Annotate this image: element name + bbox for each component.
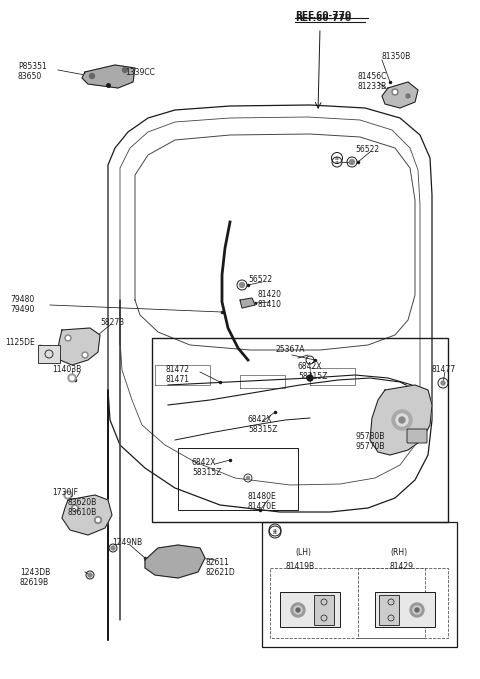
Text: 82611: 82611 [205,558,229,567]
Text: 56522: 56522 [248,275,272,284]
FancyBboxPatch shape [314,595,334,625]
Text: 81410: 81410 [258,300,282,309]
Text: 81350B: 81350B [382,52,411,61]
Text: 1249NB: 1249NB [112,538,142,547]
Text: 81233B: 81233B [358,82,387,91]
Circle shape [96,519,99,521]
Circle shape [441,381,445,385]
Circle shape [396,414,408,426]
Text: 81480E: 81480E [248,492,277,501]
Text: a: a [273,528,277,532]
Text: 58273: 58273 [100,318,124,327]
Text: 79480: 79480 [10,295,34,304]
Text: 95780B: 95780B [355,432,384,441]
Text: 82619B: 82619B [20,578,49,587]
Circle shape [410,603,424,617]
Circle shape [64,491,72,499]
Circle shape [294,606,302,614]
Circle shape [392,89,398,95]
Text: 83650: 83650 [18,72,42,81]
Text: 82621D: 82621D [205,568,235,577]
Polygon shape [382,82,418,108]
FancyBboxPatch shape [38,345,60,363]
Text: 83610B: 83610B [68,508,97,517]
Circle shape [70,376,74,380]
Text: 6842X: 6842X [298,362,323,371]
Circle shape [68,374,76,382]
Text: 1243DB: 1243DB [20,568,50,577]
Circle shape [406,94,410,98]
Circle shape [415,608,419,612]
Text: 81472: 81472 [165,365,189,374]
Text: 25367A: 25367A [275,345,304,354]
Text: 56522: 56522 [355,145,379,154]
Circle shape [247,477,250,479]
Circle shape [73,507,76,509]
FancyBboxPatch shape [280,592,340,627]
Text: a: a [335,155,339,160]
Text: 83620B: 83620B [68,498,97,507]
Circle shape [296,608,300,612]
Text: 81471: 81471 [165,375,189,384]
Polygon shape [82,65,135,88]
Text: 6842X: 6842X [248,415,273,424]
Text: a: a [273,530,277,534]
Polygon shape [240,298,255,308]
Text: 81429: 81429 [390,562,414,571]
FancyBboxPatch shape [375,592,435,627]
Text: 1125DE: 1125DE [5,338,35,347]
Text: 58315Z: 58315Z [248,425,277,434]
Text: 6842X: 6842X [192,458,216,467]
FancyBboxPatch shape [379,595,399,625]
Circle shape [84,354,86,356]
Text: 81456C: 81456C [358,72,387,81]
Text: a: a [335,160,339,164]
Text: REF.60-770: REF.60-770 [295,14,351,23]
Polygon shape [145,545,205,578]
Circle shape [399,417,405,423]
Circle shape [89,73,95,79]
Text: 81419B: 81419B [285,562,314,571]
Circle shape [111,546,115,550]
Circle shape [392,410,412,430]
Polygon shape [58,328,100,365]
Circle shape [122,67,128,73]
Circle shape [413,606,421,614]
Text: 11403B: 11403B [52,365,81,374]
Text: 1730JF: 1730JF [52,488,78,497]
Text: 58315Z: 58315Z [298,372,327,381]
Circle shape [72,504,79,511]
Text: 95770B: 95770B [355,442,384,451]
FancyBboxPatch shape [407,429,427,443]
Text: (LH): (LH) [295,548,311,557]
Circle shape [307,375,313,381]
Text: 81470E: 81470E [248,502,277,511]
Text: 79490: 79490 [10,305,35,314]
Circle shape [88,573,92,577]
Text: 81477: 81477 [432,365,456,374]
Circle shape [66,493,70,497]
Text: 81420: 81420 [258,290,282,299]
Text: 58315Z: 58315Z [192,468,221,477]
Circle shape [394,90,396,94]
Polygon shape [62,495,112,535]
Polygon shape [370,385,432,455]
Circle shape [82,352,88,358]
Circle shape [349,160,355,164]
Circle shape [240,282,244,287]
Circle shape [65,335,71,341]
Text: P85351: P85351 [18,62,47,71]
Text: (RH): (RH) [390,548,407,557]
Text: REF.60-770: REF.60-770 [295,11,351,20]
Circle shape [95,517,101,524]
Circle shape [291,603,305,617]
Text: 1339CC: 1339CC [125,68,155,77]
Circle shape [67,337,70,340]
